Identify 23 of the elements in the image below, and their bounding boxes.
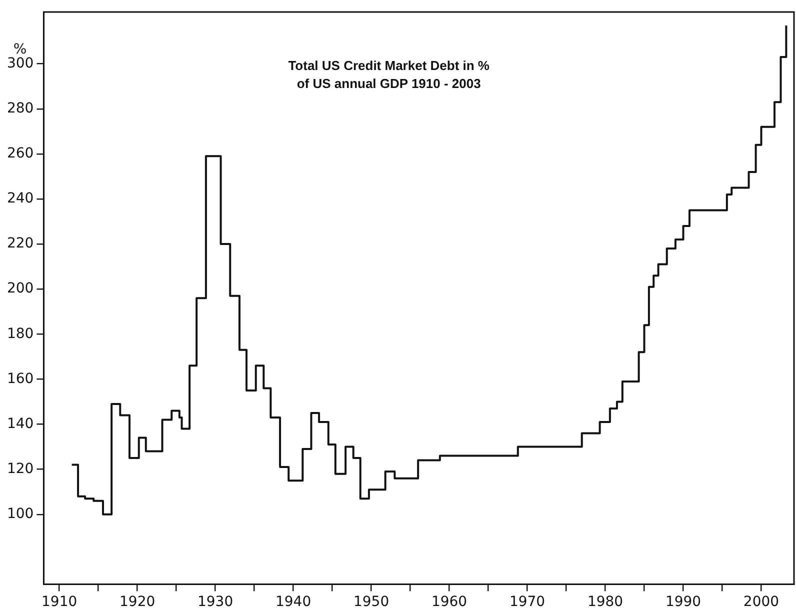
y-tick-label: 120 xyxy=(6,460,34,477)
y-tick-label: 260 xyxy=(6,146,34,162)
x-tick-label: 1940 xyxy=(275,594,312,610)
y-tick-label: 200 xyxy=(6,280,34,297)
x-tick-label: 1990 xyxy=(665,594,702,610)
y-tick-label: 240 xyxy=(6,190,34,207)
y-tick-label: 140 xyxy=(6,416,34,432)
x-tick-label: 1980 xyxy=(587,594,624,610)
y-axis-title: % xyxy=(13,42,27,58)
text: Total US Credit Market Debt in % of US annual GDP 1910 - 2003 xyxy=(288,58,490,92)
x-tick-label: 1910 xyxy=(42,594,78,610)
y-tick-label: 100 xyxy=(6,506,34,522)
y-tick-label: 220 xyxy=(6,236,34,252)
x-tick-label: 1970 xyxy=(509,594,546,610)
y-tick-label: 280 xyxy=(6,100,34,117)
x-tick-label: 1950 xyxy=(353,594,390,610)
y-tick-label: 160 xyxy=(6,370,34,387)
x-tick-label: 2000 xyxy=(743,594,780,610)
x-tick-label: 1920 xyxy=(119,594,156,610)
y-tick-label: 300 xyxy=(6,55,34,72)
x-tick-label: 1930 xyxy=(197,594,234,610)
y-tick-label: 180 xyxy=(6,326,34,342)
x-tick-label: 1960 xyxy=(431,594,468,610)
